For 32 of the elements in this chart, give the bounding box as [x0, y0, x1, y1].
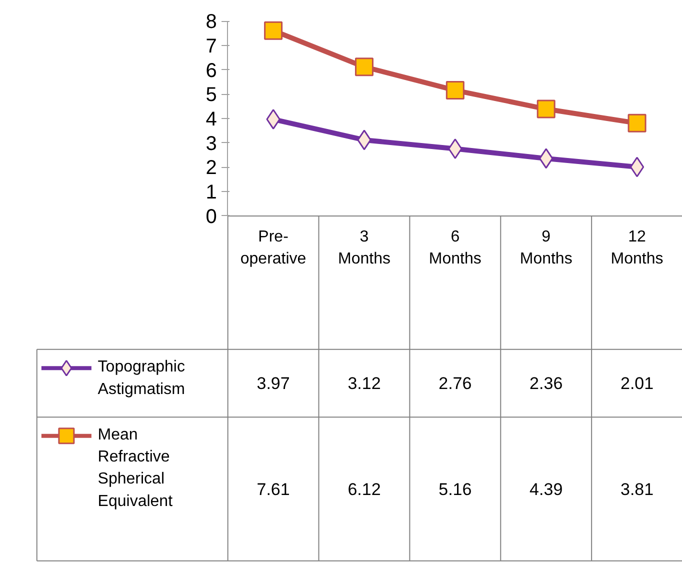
- legend-label: Mean Refractive Spherical Equivalent: [98, 426, 174, 510]
- x-tick-label: 12 Months: [610, 228, 664, 268]
- point: [628, 114, 646, 132]
- data-label: 2.36: [530, 374, 563, 394]
- point: [536, 100, 556, 118]
- data-label: 5.16: [438, 480, 472, 500]
- data-label: 3.81: [620, 480, 654, 500]
- point: [264, 21, 283, 40]
- x-tick-label: 9 Months: [520, 228, 572, 268]
- y-tick-label: 6: [206, 60, 217, 82]
- y-tick-label: 0: [206, 206, 217, 228]
- point: [630, 156, 644, 178]
- x-tick-label: 6 Months: [428, 228, 482, 268]
- data-label: 4.39: [530, 480, 563, 500]
- y-tick-label: 5: [206, 84, 217, 106]
- x-tick-label: Pre-operative: [240, 228, 306, 268]
- y-tick-label: 4: [206, 108, 217, 131]
- data-label: 6.12: [348, 480, 381, 500]
- point: [354, 58, 374, 76]
- x-tick-label: 3 Months: [338, 228, 390, 268]
- y-tick-label: 7: [206, 35, 217, 58]
- y-tick-label: 3: [206, 132, 217, 155]
- data-label: 7.61: [256, 480, 290, 500]
- data-label: 2.76: [438, 374, 472, 394]
- data-label: 2.01: [620, 374, 654, 394]
- point: [446, 81, 464, 100]
- data-label: 3.12: [348, 374, 381, 394]
- y-tick-label: 2: [206, 157, 217, 180]
- y-tick-label: 8: [206, 11, 217, 34]
- legend-label: Topographic Astigmatism: [98, 358, 185, 398]
- data-label: 3.97: [256, 374, 290, 394]
- y-tick-label: 1: [206, 182, 217, 204]
